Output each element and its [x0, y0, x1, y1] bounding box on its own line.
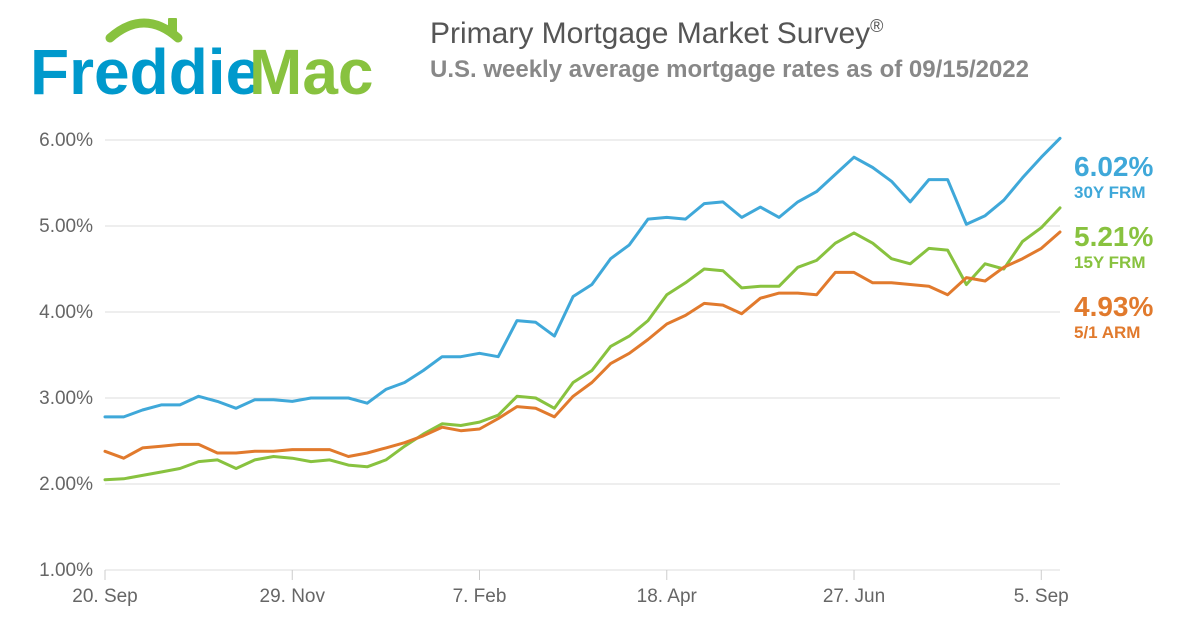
freddie-mac-logo: Freddie Mac: [30, 14, 390, 119]
x-tick-label: 27. Jun: [823, 586, 885, 607]
end-label-name: 15Y FRM: [1074, 253, 1146, 272]
end-label: 5.21%15Y FRM: [1074, 221, 1153, 272]
end-label-name: 5/1 ARM: [1074, 323, 1140, 342]
y-tick-label: 1.00%: [39, 560, 93, 581]
y-tick-label: 5.00%: [39, 216, 93, 237]
x-tick-label: 7. Feb: [453, 586, 507, 607]
x-tick-label: 5. Sep: [1014, 586, 1069, 607]
y-tick-label: 2.00%: [39, 474, 93, 495]
x-tick-label: 18. Apr: [637, 586, 698, 607]
end-label-value: 5.21%: [1074, 221, 1153, 252]
end-label-value: 4.93%: [1074, 291, 1153, 322]
end-label-name: 30Y FRM: [1074, 183, 1146, 202]
y-tick-label: 3.00%: [39, 388, 93, 409]
chart-title: Primary Mortgage Market Survey®: [430, 16, 1029, 52]
end-label-value: 6.02%: [1074, 151, 1153, 182]
y-tick-label: 4.00%: [39, 302, 93, 323]
logo-word-2: Mac: [249, 36, 374, 108]
x-tick-label: 20. Sep: [72, 586, 138, 607]
house-roof-icon: [110, 18, 178, 38]
series-line-5-1-arm: [105, 232, 1060, 458]
end-label: 6.02%30Y FRM: [1074, 151, 1153, 202]
end-label: 4.93%5/1 ARM: [1074, 291, 1153, 342]
series-line-15y-frm: [105, 208, 1060, 480]
chart-subtitle: U.S. weekly average mortgage rates as of…: [430, 56, 1029, 85]
y-tick-label: 6.00%: [39, 130, 93, 151]
x-tick-label: 29. Nov: [260, 586, 326, 607]
logo-word-1: Freddie: [30, 36, 261, 108]
mortgage-rate-line-chart: 1.00% 2.00% 3.00% 4.00% 5.00% 6.00% 20. Sep 29.…: [0, 120, 1200, 620]
